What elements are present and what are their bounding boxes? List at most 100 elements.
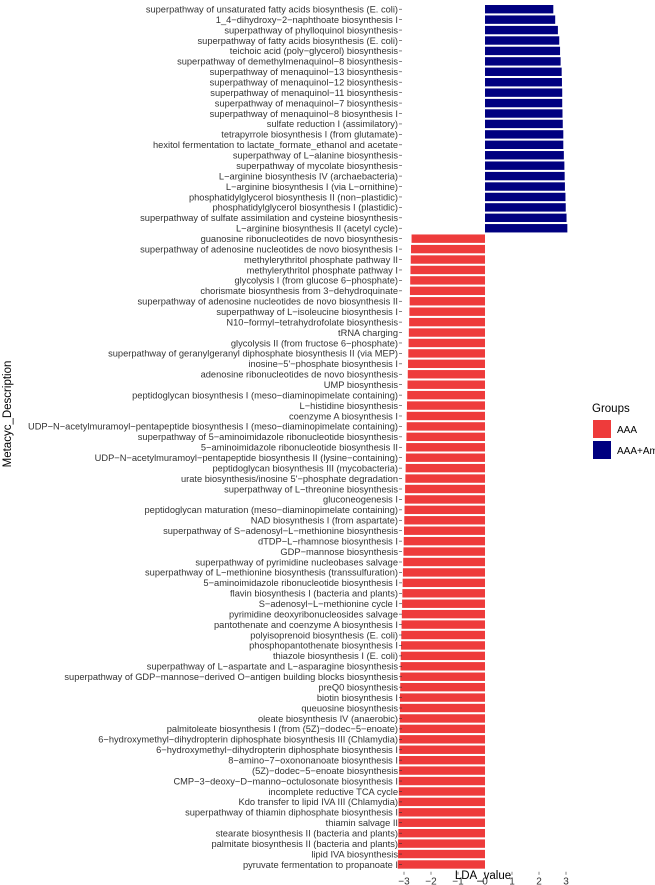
bar <box>402 599 485 608</box>
bar <box>485 15 556 24</box>
bar <box>485 57 561 66</box>
category-label: superpathway of L−methionine biosynthesi… <box>145 568 398 578</box>
x-tick-label: 0 <box>482 877 488 885</box>
bar <box>485 151 564 160</box>
category-label: lipid IVA biosynthesis <box>311 849 398 859</box>
category-label: peptidoglycan biosynthesis III (mycobact… <box>212 463 398 473</box>
bar <box>398 797 485 807</box>
category-label: 8−amino−7−oxononanoate biosynthesis I <box>228 755 398 765</box>
bar <box>407 380 485 389</box>
category-labels: superpathway of unsaturated fatty acids … <box>28 5 402 870</box>
category-label: superpathway of phylloquinol biosynthesi… <box>224 25 398 35</box>
category-label: N10−formyl−tetrahydrofolate biosynthesis <box>226 317 398 327</box>
bar <box>409 317 485 327</box>
category-label: superpathway of GDP−mannose−derived O−an… <box>64 672 398 682</box>
category-label: adenosine ribonucleotides de novo biosyn… <box>201 370 399 380</box>
bar <box>398 808 485 817</box>
category-label: flavin biosynthesis I (bacteria and plan… <box>230 589 398 599</box>
bar <box>485 25 558 35</box>
category-label: 6−hydroxymethyl−dihydropterin diphosphat… <box>98 735 398 745</box>
bar <box>400 651 485 661</box>
category-label: superpathway of adenosine nucleotides de… <box>138 297 399 307</box>
category-label: GDP−mannose biosynthesis <box>280 547 398 557</box>
category-label: superpathway of L−alanine biosynthesis <box>233 151 398 161</box>
category-label: preQ0 biosynthesis <box>318 682 398 692</box>
bar <box>399 755 485 765</box>
category-label: 5−aminoimidazole ribonucleotide biosynth… <box>203 578 398 588</box>
bar <box>398 839 485 848</box>
category-label: UMP biosynthesis <box>324 380 399 390</box>
bar <box>404 526 485 535</box>
bar <box>399 714 485 723</box>
x-tick-label: 1 <box>509 877 515 885</box>
category-label: dTDP−L−rhamnose biosynthesis I <box>258 536 398 546</box>
bar <box>399 703 485 713</box>
category-label: inosine−5'−phosphate biosynthesis I <box>248 359 398 369</box>
category-label: Kdo transfer to lipid IVA III (Chlamydia… <box>239 797 399 807</box>
legend-key-aaa <box>593 420 611 438</box>
category-label: coenzyme A biosynthesis I <box>289 411 398 421</box>
category-label: pyrimidine deoxyribonucleosides salvage <box>229 609 398 619</box>
category-label: phosphatidylglycerol biosynthesis I (pla… <box>212 203 398 213</box>
bar <box>399 735 485 744</box>
category-label: superpathway of S−adenosyl−L−methionine … <box>163 526 398 536</box>
category-label: queuosine biosynthesis <box>301 703 398 713</box>
bar <box>485 224 568 233</box>
bar <box>401 620 485 629</box>
x-axis: −3 −2 −1 0 1 2 3 <box>398 871 569 885</box>
legend: Groups AAA AAA+Am <box>592 403 655 459</box>
category-label: peptidoglycan maturation (meso−diaminopi… <box>145 505 399 515</box>
category-label: L−histidine biosynthesis <box>300 401 399 411</box>
x-tick-label: −2 <box>425 877 437 885</box>
bar <box>485 109 563 118</box>
bar <box>398 818 485 827</box>
category-label: biotin biosynthesis I <box>317 693 398 703</box>
bar <box>406 432 485 442</box>
x-axis-title: LDA_value <box>455 870 511 882</box>
bar <box>485 98 563 108</box>
category-label: (5Z)−dodec−5−enoate biosynthesis <box>252 766 398 776</box>
category-label: phosphatidylglycerol biosynthesis II (no… <box>189 192 398 202</box>
bar <box>409 286 485 296</box>
bar <box>485 119 563 129</box>
category-label: superpathway of L−threonine biosynthesis <box>224 484 398 494</box>
bar <box>409 297 485 306</box>
category-label: superpathway of menaquinol−13 biosynthes… <box>210 67 399 77</box>
bar <box>408 328 485 337</box>
category-label: thiamin salvage II <box>326 818 398 828</box>
bar <box>404 516 485 525</box>
bar <box>403 536 485 546</box>
category-label: sulfate reduction I (assimilatory) <box>267 119 398 129</box>
legend-key-aaa-am <box>593 441 611 459</box>
bar <box>485 171 565 181</box>
category-label: superpathway of fatty acids biosynthesis… <box>198 36 399 46</box>
legend-title: Groups <box>592 403 630 415</box>
bar <box>401 630 485 640</box>
bar <box>485 182 565 191</box>
bar <box>485 192 566 202</box>
category-label: pyruvate fermentation to propanoate I <box>243 860 398 870</box>
category-label: superpathway of demethylmenaquinol−8 bio… <box>177 57 398 67</box>
bar <box>404 495 485 504</box>
category-label: tRNA charging <box>338 328 398 338</box>
bar <box>408 359 485 369</box>
x-tick-label: −3 <box>398 877 410 885</box>
bar <box>485 213 567 223</box>
category-label: superpathway of sulfate assimilation and… <box>140 213 398 223</box>
bar <box>398 776 485 786</box>
legend-label-aaa: AAA <box>617 425 637 436</box>
category-label: superpathway of adenosine nucleotides de… <box>140 244 398 254</box>
category-label: polyisoprenoid biosynthesis (E. coli) <box>250 630 398 640</box>
legend-label-aaa-am: AAA+Am <box>617 446 655 457</box>
bar <box>404 505 485 515</box>
category-label: glycolysis I (from glucose 6−phosphate) <box>234 276 398 286</box>
category-label: superpathway of L−isoleucine biosynthesi… <box>216 307 398 317</box>
bar <box>405 463 485 473</box>
category-label: 5−aminoimidazole ribonucleotide biosynth… <box>201 443 398 453</box>
category-label: guanosine ribonucleotides de novo biosyn… <box>201 234 399 244</box>
category-label: superpathway of unsaturated fatty acids … <box>146 5 398 15</box>
bar <box>400 662 485 671</box>
bar <box>403 557 485 567</box>
category-label: oleate biosynthesis IV (anaerobic) <box>258 714 398 724</box>
category-label: CMP−3−deoxy−D−manno−octulosonate biosynt… <box>173 776 398 786</box>
